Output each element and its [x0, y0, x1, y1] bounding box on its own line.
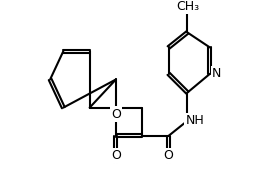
Text: O: O: [111, 108, 121, 121]
Text: NH: NH: [186, 114, 204, 127]
Text: N: N: [212, 67, 221, 80]
Text: CH₃: CH₃: [176, 0, 199, 13]
Text: O: O: [111, 149, 121, 162]
Text: O: O: [164, 149, 173, 162]
